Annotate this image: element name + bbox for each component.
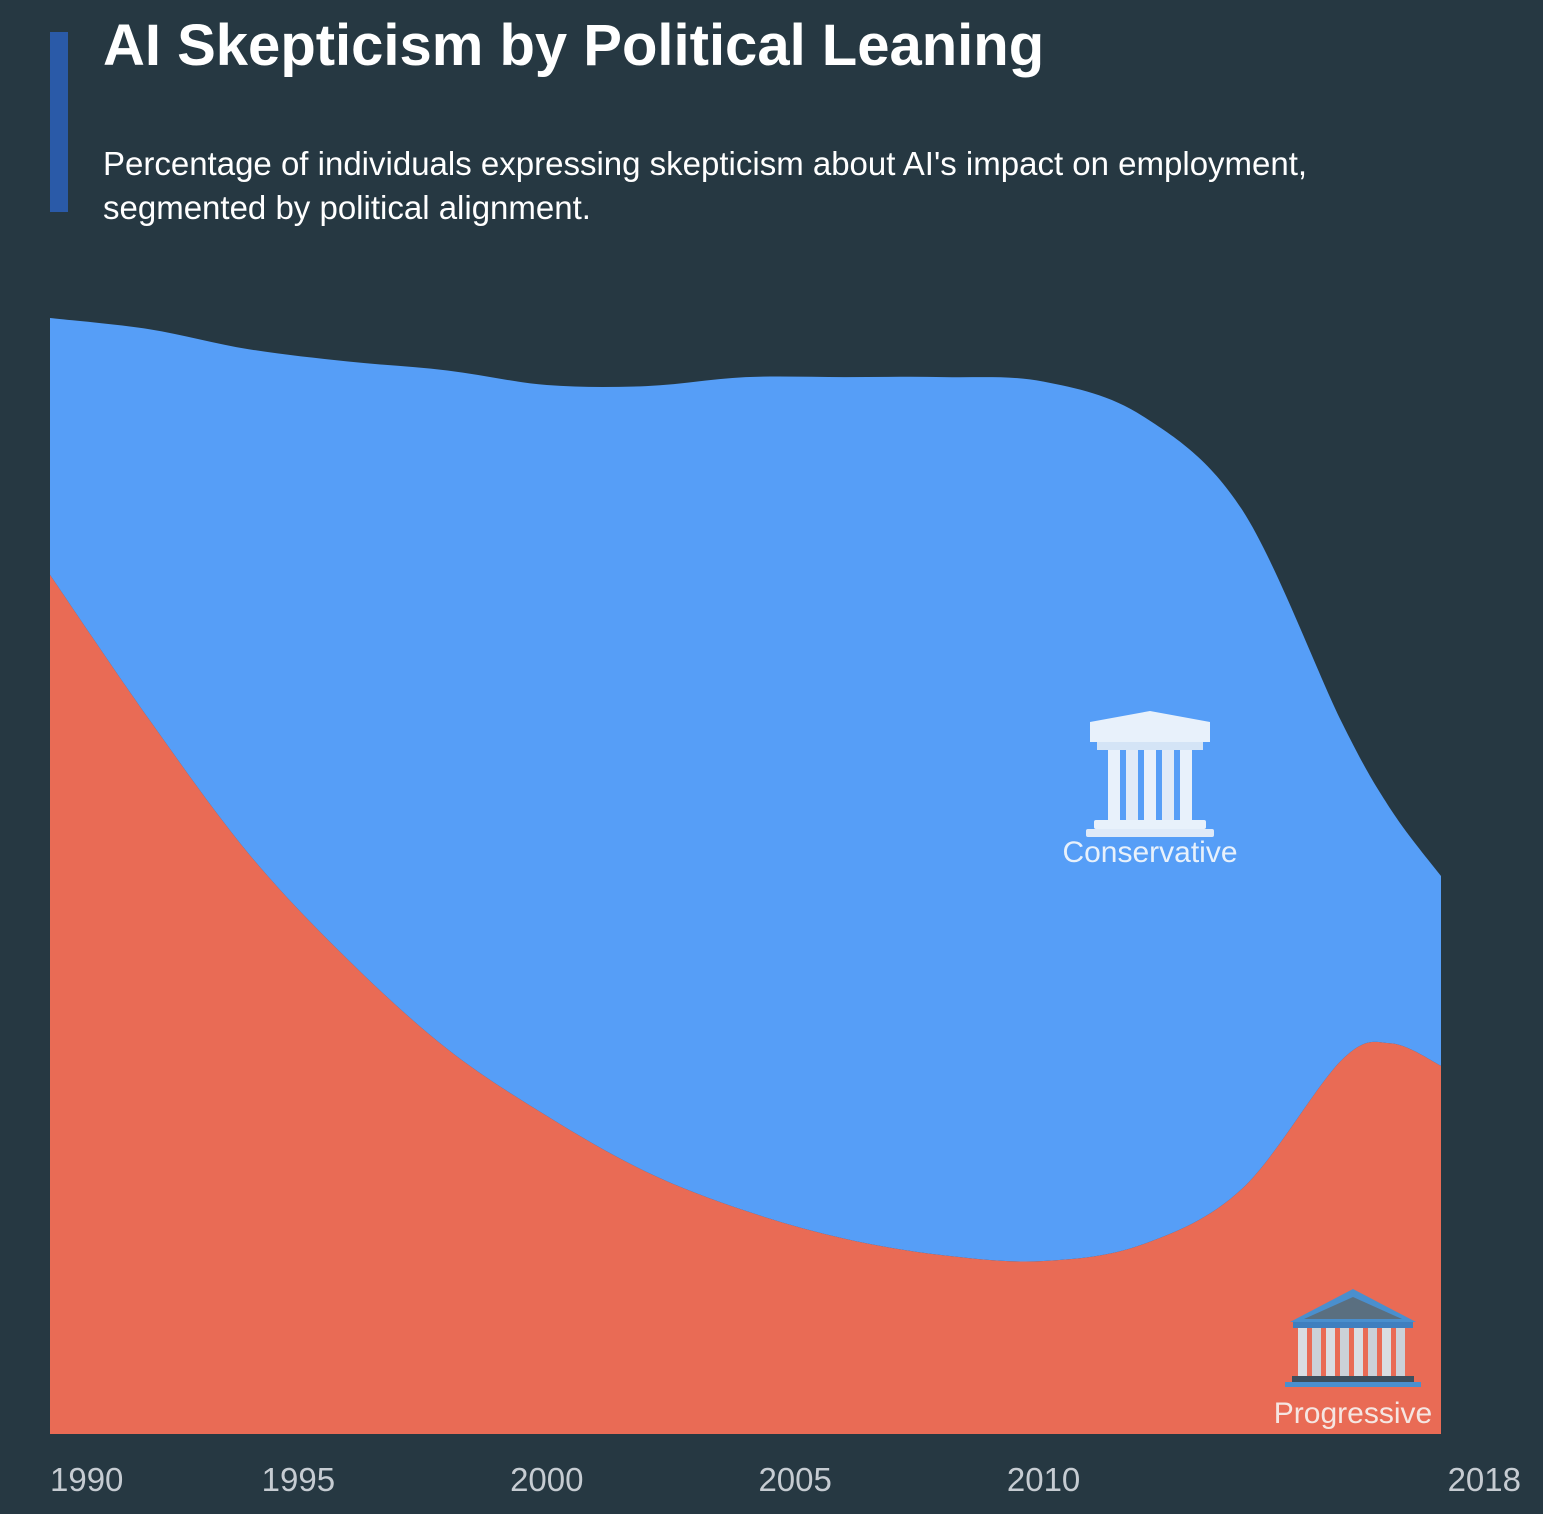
conservative-building-icon	[1086, 711, 1214, 837]
progressive-building-icon	[1285, 1289, 1421, 1387]
x-tick-label: 1990	[50, 1461, 123, 1498]
area-conservative	[50, 318, 1441, 1262]
chart-title: AI Skepticism by Political Leaning	[103, 13, 1045, 78]
progressive-series-marker: Progressive	[1274, 1289, 1432, 1430]
x-tick-label: 2010	[1007, 1461, 1080, 1498]
x-tick-label: 2000	[510, 1461, 583, 1498]
title-accent-bar	[50, 32, 68, 212]
progressive-label: Progressive	[1274, 1397, 1432, 1430]
x-tick-label: 2018	[1448, 1461, 1521, 1498]
chart-areas	[50, 318, 1441, 1434]
chart-subtitle: Percentage of individuals expressing ske…	[103, 145, 1308, 226]
x-tick-label: 1995	[262, 1461, 335, 1498]
x-tick-label: 2005	[758, 1461, 831, 1498]
area-progressive	[50, 574, 1441, 1434]
x-axis: 1990 1995 2000 2005 2010 2018	[50, 1461, 1521, 1498]
conservative-label: Conservative	[1062, 836, 1237, 869]
conservative-series-marker: Conservative	[1062, 711, 1238, 869]
